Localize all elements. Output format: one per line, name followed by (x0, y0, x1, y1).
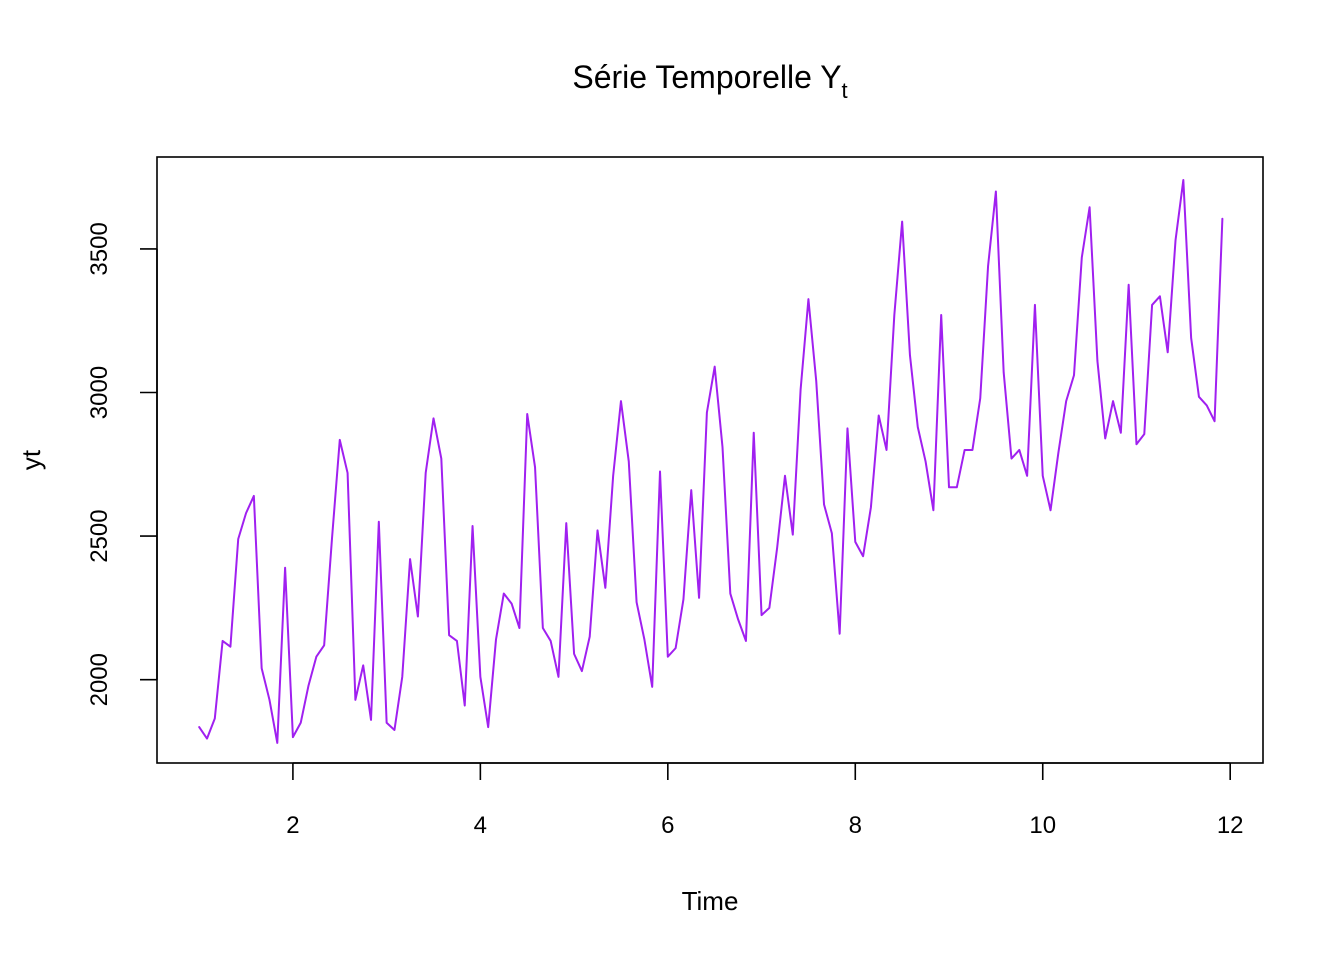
series-line (198, 178, 1224, 744)
chart-title-subscript: t (842, 78, 848, 103)
x-axis: 2 4 6 8 10 12 (286, 762, 1244, 839)
x-tick-label: 10 (1029, 812, 1056, 839)
plot-frame (156, 156, 1264, 764)
x-axis-label: Time (682, 886, 739, 916)
chart-title: Série Temporelle Yt (572, 59, 847, 103)
x-tick-label: 2 (286, 812, 299, 839)
x-tick-label: 6 (661, 812, 674, 839)
y-tick-label: 2500 (86, 509, 113, 562)
x-tick-label: 4 (474, 812, 487, 839)
y-tick-label: 3000 (86, 366, 113, 419)
y-axis-label: yt (16, 449, 46, 470)
y-tick-label: 3500 (86, 222, 113, 275)
y-axis: 2000 2500 3000 3500 (86, 222, 158, 706)
x-tick-label: 12 (1217, 812, 1244, 839)
chart-title-main: Série Temporelle Y (572, 59, 841, 95)
x-tick-label: 8 (849, 812, 862, 839)
series-group (198, 178, 1224, 744)
y-tick-label: 2000 (86, 653, 113, 706)
